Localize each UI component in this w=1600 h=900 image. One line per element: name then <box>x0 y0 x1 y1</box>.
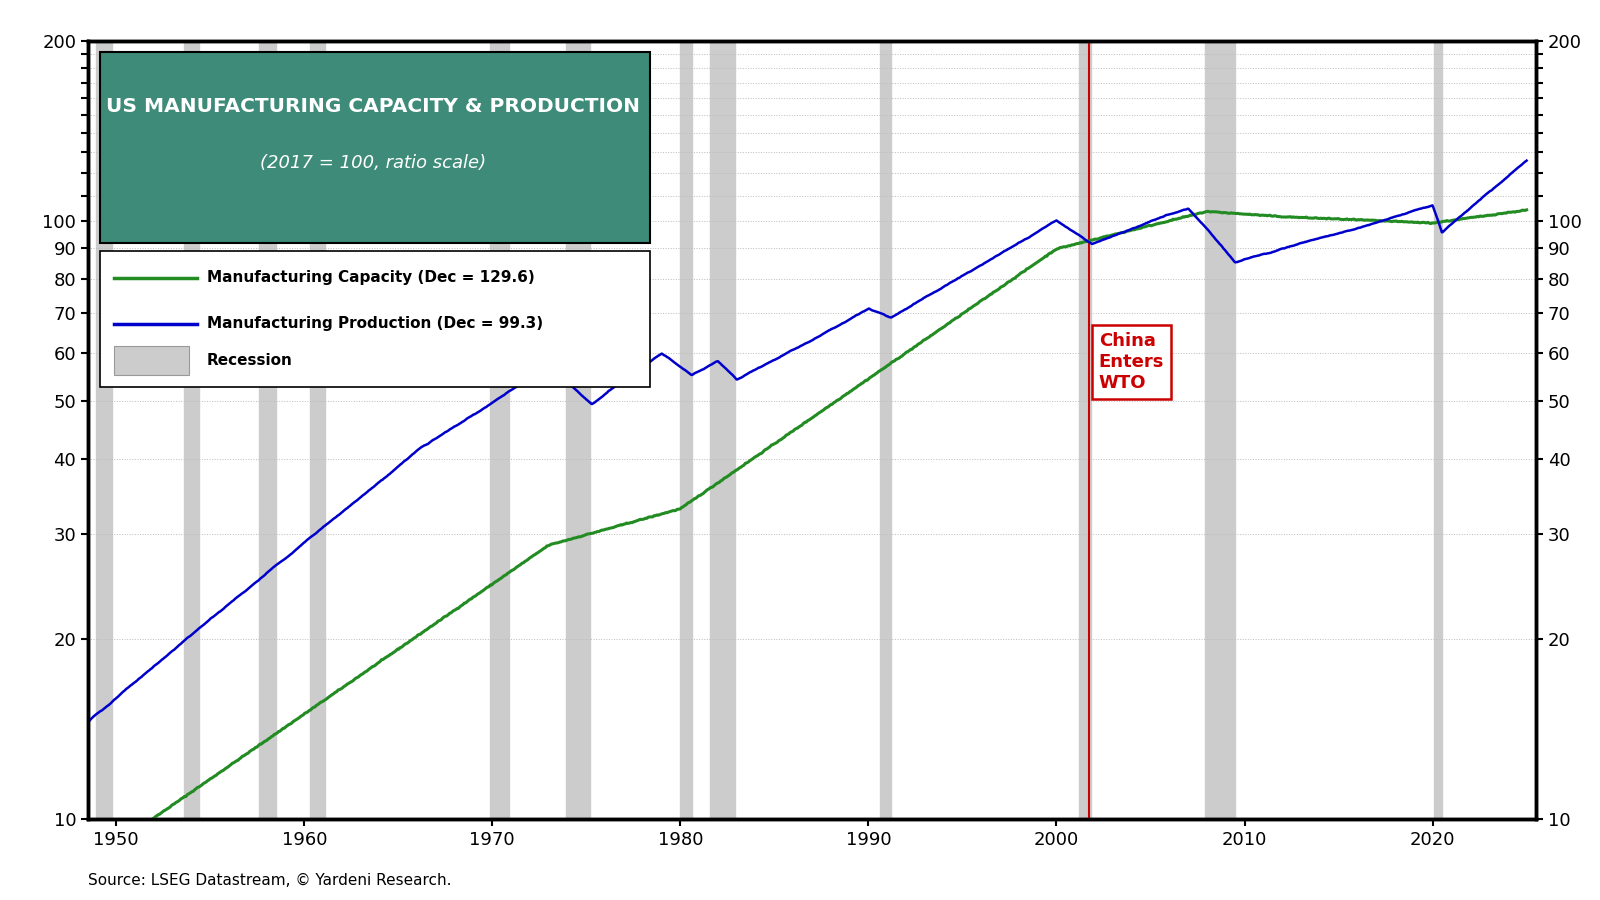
Bar <box>491 40 509 819</box>
Bar <box>310 40 325 819</box>
Bar <box>1435 40 1442 819</box>
Text: Manufacturing Capacity (Dec = 129.6): Manufacturing Capacity (Dec = 129.6) <box>206 270 534 285</box>
Bar <box>1078 40 1091 819</box>
Text: US MANUFACTURING CAPACITY & PRODUCTION: US MANUFACTURING CAPACITY & PRODUCTION <box>106 97 640 116</box>
FancyBboxPatch shape <box>114 346 189 375</box>
Bar <box>96 40 112 819</box>
Bar <box>710 40 734 819</box>
Text: Source: LSEG Datastream, © Yardeni Research.: Source: LSEG Datastream, © Yardeni Resea… <box>88 873 451 888</box>
Text: Manufacturing Production (Dec = 99.3): Manufacturing Production (Dec = 99.3) <box>206 317 542 331</box>
Bar <box>680 40 691 819</box>
Text: China
Enters
WTO: China Enters WTO <box>1099 332 1165 392</box>
Bar <box>566 40 590 819</box>
Bar <box>1205 40 1235 819</box>
FancyBboxPatch shape <box>99 52 650 243</box>
Text: (2017 = 100, ratio scale): (2017 = 100, ratio scale) <box>261 154 486 172</box>
Bar <box>880 40 891 819</box>
Text: Recession: Recession <box>206 353 293 368</box>
Bar <box>184 40 198 819</box>
FancyBboxPatch shape <box>99 251 650 387</box>
Bar <box>259 40 277 819</box>
